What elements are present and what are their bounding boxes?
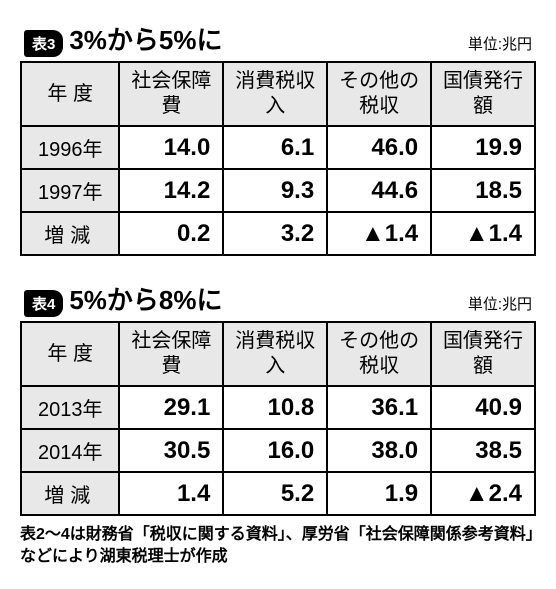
table-header-row: 年 度社会保障費消費税収入その他の税収国債発行額 xyxy=(21,62,535,126)
column-header: 消費税収入 xyxy=(223,62,327,126)
cell-value: ▲2.4 xyxy=(431,472,535,515)
row-label: 2013年 xyxy=(21,386,119,429)
cell-value: ▲1.4 xyxy=(327,212,431,255)
table-4-head: 年 度社会保障費消費税収入その他の税収国債発行額 xyxy=(21,322,535,386)
table-row: 2014年30.516.038.038.5 xyxy=(21,429,535,472)
cell-value: 16.0 xyxy=(223,429,327,472)
table-3-title: 3%から5%に xyxy=(69,20,222,57)
column-header: 年 度 xyxy=(21,322,119,386)
row-label: 1996年 xyxy=(21,126,119,169)
footnote: 表2〜4は財務省「税収に関する資料」、厚労省「社会保障関係参考資料」などにより湖… xyxy=(20,524,536,569)
cell-value: 1.4 xyxy=(119,472,223,515)
table-4-title: 5%から8%に xyxy=(69,280,222,317)
cell-value: 9.3 xyxy=(223,169,327,212)
cell-value: 6.1 xyxy=(223,126,327,169)
table-header-row: 年 度社会保障費消費税収入その他の税収国債発行額 xyxy=(21,322,535,386)
table-3: 年 度社会保障費消費税収入その他の税収国債発行額 1996年14.06.146.… xyxy=(20,61,536,256)
cell-value: 38.0 xyxy=(327,429,431,472)
table-4-unit: 単位:兆円 xyxy=(468,293,532,314)
row-label: 2014年 xyxy=(21,429,119,472)
column-header: 年 度 xyxy=(21,62,119,126)
column-header: 国債発行額 xyxy=(431,62,535,126)
table-3-header: 表3 3%から5%に 単位:兆円 xyxy=(20,20,536,57)
column-header: その他の税収 xyxy=(327,322,431,386)
table-3-body: 1996年14.06.146.019.91997年14.29.344.618.5… xyxy=(21,126,535,255)
row-label: 増減 xyxy=(21,212,119,255)
cell-value: 18.5 xyxy=(431,169,535,212)
column-header: 社会保障費 xyxy=(119,62,223,126)
column-header: その他の税収 xyxy=(327,62,431,126)
cell-value: 10.8 xyxy=(223,386,327,429)
row-label: 1997年 xyxy=(21,169,119,212)
cell-value: 46.0 xyxy=(327,126,431,169)
table-4-header-left: 表4 5%から8%に xyxy=(24,280,223,317)
cell-value: 29.1 xyxy=(119,386,223,429)
table-4-badge: 表4 xyxy=(24,290,63,317)
cell-value: 1.9 xyxy=(327,472,431,515)
cell-value: 19.9 xyxy=(431,126,535,169)
cell-value: 5.2 xyxy=(223,472,327,515)
cell-value: 44.6 xyxy=(327,169,431,212)
table-3-badge: 表3 xyxy=(24,30,63,57)
cell-value: 14.0 xyxy=(119,126,223,169)
cell-value: 36.1 xyxy=(327,386,431,429)
cell-value: 0.2 xyxy=(119,212,223,255)
table-4: 年 度社会保障費消費税収入その他の税収国債発行額 2013年29.110.836… xyxy=(20,321,536,516)
table-3-unit: 単位:兆円 xyxy=(468,33,532,54)
cell-value: 40.9 xyxy=(431,386,535,429)
cell-value: 30.5 xyxy=(119,429,223,472)
table-3-head: 年 度社会保障費消費税収入その他の税収国債発行額 xyxy=(21,62,535,126)
column-header: 消費税収入 xyxy=(223,322,327,386)
table-row: 増減1.45.21.9▲2.4 xyxy=(21,472,535,515)
row-label: 増減 xyxy=(21,472,119,515)
table-3-header-left: 表3 3%から5%に xyxy=(24,20,223,57)
table-4-block: 表4 5%から8%に 単位:兆円 年 度社会保障費消費税収入その他の税収国債発行… xyxy=(20,280,536,516)
table-row: 1997年14.29.344.618.5 xyxy=(21,169,535,212)
table-4-body: 2013年29.110.836.140.92014年30.516.038.038… xyxy=(21,386,535,515)
cell-value: 14.2 xyxy=(119,169,223,212)
table-row: 1996年14.06.146.019.9 xyxy=(21,126,535,169)
cell-value: 3.2 xyxy=(223,212,327,255)
table-row: 増減0.23.2▲1.4▲1.4 xyxy=(21,212,535,255)
table-4-header: 表4 5%から8%に 単位:兆円 xyxy=(20,280,536,317)
table-3-block: 表3 3%から5%に 単位:兆円 年 度社会保障費消費税収入その他の税収国債発行… xyxy=(20,20,536,256)
cell-value: ▲1.4 xyxy=(431,212,535,255)
column-header: 社会保障費 xyxy=(119,322,223,386)
cell-value: 38.5 xyxy=(431,429,535,472)
column-header: 国債発行額 xyxy=(431,322,535,386)
table-row: 2013年29.110.836.140.9 xyxy=(21,386,535,429)
